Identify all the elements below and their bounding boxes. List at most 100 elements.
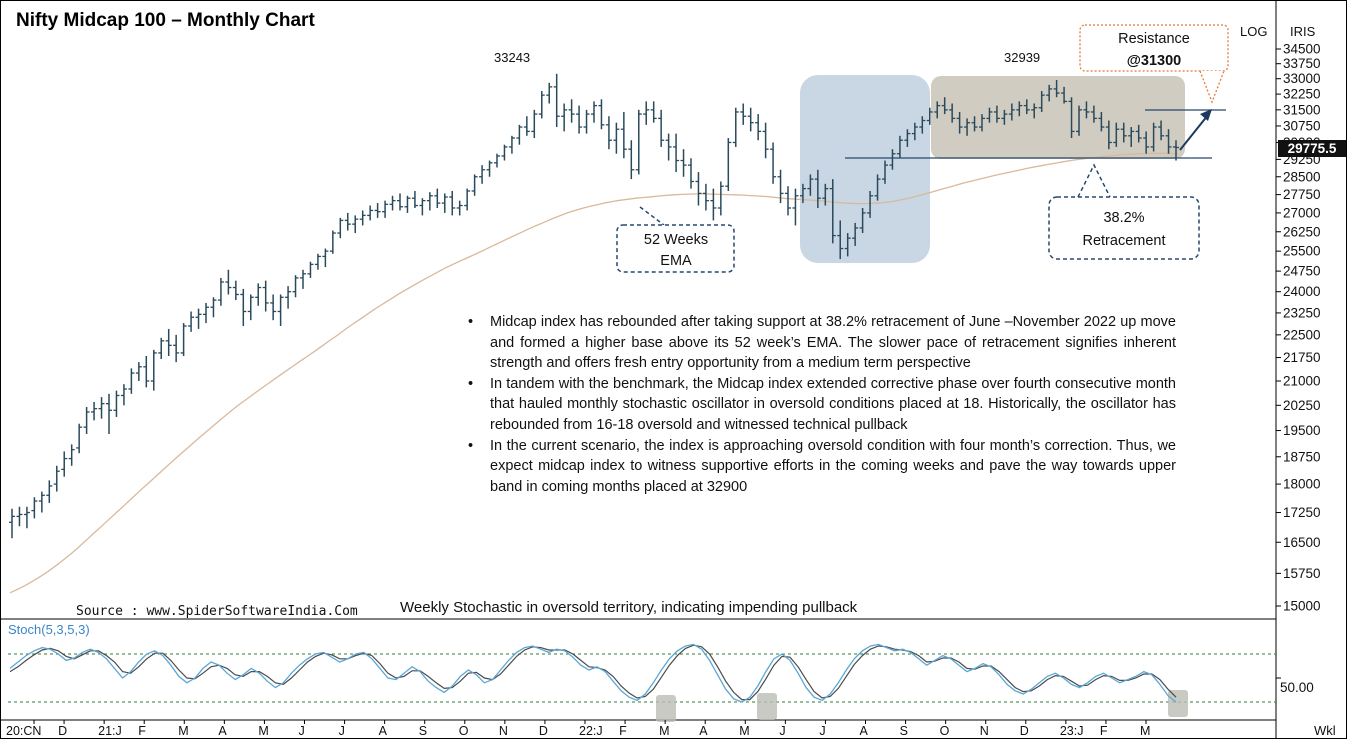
ohlc-bar bbox=[1158, 120, 1165, 141]
ohlc-bar bbox=[1046, 84, 1053, 102]
ohlc-bar bbox=[203, 302, 209, 324]
y-tick-label: 18000 bbox=[1283, 477, 1321, 492]
ohlc-bar bbox=[1001, 109, 1008, 125]
x-tick-label: N bbox=[980, 724, 989, 738]
y-tick-label: 15000 bbox=[1283, 599, 1321, 614]
ohlc-bar bbox=[1061, 86, 1068, 104]
ohlc-bar bbox=[31, 497, 38, 519]
y-tick-label: 33750 bbox=[1283, 56, 1321, 71]
oversold-highlight bbox=[656, 695, 676, 722]
ohlc-bar bbox=[1031, 103, 1038, 119]
ohlc-bar bbox=[128, 368, 135, 394]
ohlc-bar bbox=[165, 328, 172, 356]
x-tick-label: M bbox=[739, 724, 749, 738]
ohlc-bar bbox=[441, 193, 448, 213]
ohlc-bar bbox=[277, 294, 284, 326]
retracement-callout-line1: 38.2% bbox=[1103, 210, 1144, 226]
ohlc-bar bbox=[434, 188, 441, 208]
stochastic-layer bbox=[8, 643, 1281, 722]
grey-consolidation-zone bbox=[931, 76, 1185, 159]
ohlc-bar bbox=[725, 138, 732, 191]
ohlc-bar bbox=[180, 323, 187, 356]
stoch-label: Stoch(5,3,5,3) bbox=[8, 622, 90, 637]
ohlc-bar bbox=[23, 506, 30, 529]
ohlc-bar bbox=[1008, 103, 1015, 121]
ohlc-bar bbox=[68, 444, 75, 466]
chart-title: Nifty Midcap 100 – Monthly Chart bbox=[16, 10, 315, 31]
ohlc-bar bbox=[688, 158, 694, 189]
x-tick-label: J bbox=[779, 724, 785, 738]
peak-left-label: 33243 bbox=[494, 50, 530, 65]
ohlc-bar bbox=[91, 402, 98, 421]
ohlc-bar bbox=[1150, 122, 1157, 152]
ohlc-bar bbox=[464, 188, 471, 211]
ohlc-bar bbox=[710, 188, 717, 221]
x-tick-label: 23:J bbox=[1060, 724, 1084, 738]
oversold-highlight bbox=[1168, 690, 1188, 717]
ohlc-bar bbox=[605, 116, 612, 150]
ohlc-bar bbox=[777, 169, 784, 204]
resistance-callout-line2: @31300 bbox=[1127, 53, 1181, 69]
ohlc-bar bbox=[889, 149, 896, 170]
y-axis-ticks: 3450033750330003225031500307503000029250… bbox=[1276, 42, 1321, 614]
ohlc-bar bbox=[1105, 120, 1112, 150]
ohlc-bar bbox=[553, 73, 560, 128]
x-tick-label: D bbox=[1020, 724, 1029, 738]
x-tick-label: A bbox=[218, 724, 227, 738]
stoch-tick-50: 50.00 bbox=[1280, 680, 1314, 695]
commentary-point-1: Midcap index has rebounded after taking … bbox=[468, 312, 1176, 374]
ohlc-bar bbox=[150, 349, 157, 391]
y-tick-label: 27000 bbox=[1283, 205, 1321, 220]
ohlc-bar bbox=[1173, 140, 1179, 161]
ohlc-bar bbox=[1143, 131, 1150, 154]
y-tick-label: 33000 bbox=[1283, 71, 1321, 86]
ohlc-bar bbox=[665, 133, 672, 161]
ohlc-bar bbox=[979, 114, 985, 132]
ema-callout-pointer bbox=[639, 206, 665, 226]
y-tick-label: 34500 bbox=[1283, 42, 1321, 57]
ohlc-bar bbox=[583, 109, 590, 134]
ema-callout-box bbox=[616, 224, 735, 273]
ohlc-bar bbox=[919, 116, 926, 134]
x-tick-label: 21:J bbox=[98, 724, 122, 738]
ohlc-bar bbox=[837, 220, 844, 260]
ohlc-bar bbox=[523, 116, 530, 136]
x-tick-label: S bbox=[419, 724, 427, 738]
y-tick-label: 21000 bbox=[1283, 373, 1321, 388]
ohlc-bar bbox=[255, 283, 262, 306]
ohlc-bar bbox=[247, 294, 254, 321]
ema-layer bbox=[9, 152, 1179, 594]
x-tick-label: O bbox=[459, 724, 469, 738]
commentary: Midcap index has rebounded after taking … bbox=[468, 312, 1176, 497]
ohlc-bar bbox=[285, 286, 292, 309]
x-tick-label: N bbox=[499, 724, 508, 738]
ohlc-bar bbox=[717, 181, 724, 216]
ohlc-bar bbox=[829, 179, 836, 244]
x-tick-label: 20:CN bbox=[6, 724, 41, 738]
y-tick-label: 28500 bbox=[1283, 169, 1321, 184]
ohlc-bar bbox=[740, 103, 747, 125]
ohlc-bar bbox=[456, 200, 463, 216]
ohlc-bar bbox=[508, 135, 515, 154]
ohlc-bar bbox=[941, 97, 948, 115]
ohlc-bar bbox=[106, 393, 112, 434]
y-tick-label: 19500 bbox=[1283, 423, 1321, 438]
ohlc-bar bbox=[1053, 79, 1060, 98]
resistance-callout: Resistance @31300 bbox=[1079, 24, 1229, 104]
ohlc-bar bbox=[770, 142, 777, 184]
resistance-callout-box bbox=[1079, 24, 1229, 72]
ohlc-bar bbox=[546, 82, 553, 104]
ohlc-bars-layer bbox=[9, 73, 1179, 539]
ohlc-bar bbox=[404, 195, 411, 213]
x-tick-label: J bbox=[819, 724, 825, 738]
y-tick-label: 17250 bbox=[1283, 505, 1321, 520]
ohlc-bar bbox=[1165, 129, 1172, 154]
ohlc-bar bbox=[113, 390, 120, 417]
x-tick-label: A bbox=[699, 724, 708, 738]
x-tick-label: J bbox=[299, 724, 305, 738]
resistance-callout-line1: Resistance bbox=[1118, 31, 1190, 47]
ohlc-bar bbox=[344, 212, 351, 231]
ohlc-bar bbox=[352, 215, 359, 234]
y-tick-label: 30750 bbox=[1283, 118, 1321, 133]
scale-label: LOG bbox=[1240, 24, 1267, 39]
